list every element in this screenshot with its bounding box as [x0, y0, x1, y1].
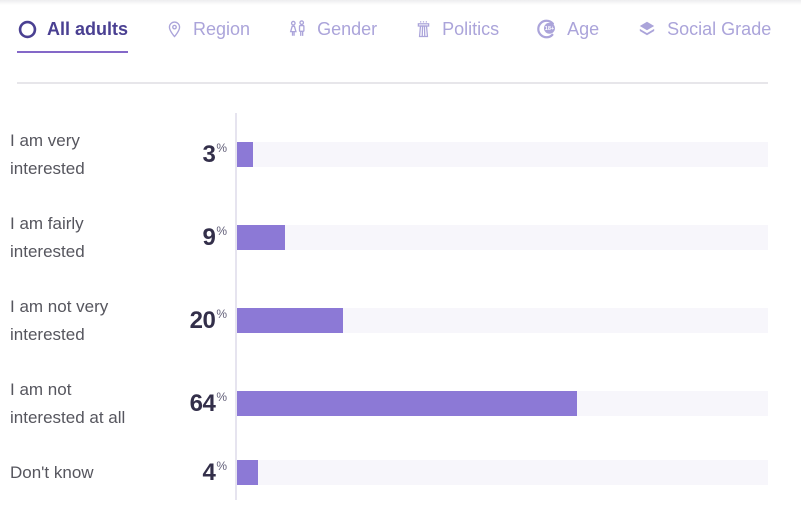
- percent-sign: %: [216, 389, 227, 404]
- chart-row-not-interested-at-all: I am not interested at all 64%: [0, 362, 801, 445]
- tab-label: All adults: [47, 18, 129, 39]
- value-number: 9: [202, 223, 216, 251]
- tab-gender[interactable]: Gender: [287, 19, 377, 40]
- category-label: I am not interested at all: [10, 379, 126, 427]
- value-label: 4%: [170, 459, 227, 487]
- category-label: I am not very interested: [10, 296, 109, 344]
- chart-row-not-very-interested: I am not very interested 20%: [0, 279, 801, 362]
- tab-social-grade[interactable]: Social Grade: [636, 19, 771, 40]
- percent-sign: %: [216, 458, 227, 473]
- tab-label: Region: [193, 18, 251, 39]
- chart-row-fairly-interested: I am fairly interested 9%: [0, 196, 801, 279]
- percent-sign: %: [216, 140, 227, 155]
- bar-track: [237, 225, 768, 250]
- tab-label: Age: [567, 18, 600, 39]
- bar: [237, 308, 344, 333]
- bar-track: [237, 308, 768, 333]
- chart-axis-line: [235, 113, 237, 500]
- map-pin-icon: [168, 20, 181, 38]
- tab-label: Gender: [317, 18, 378, 39]
- bar-track: [237, 391, 768, 416]
- category-label: I am fairly interested: [10, 213, 85, 261]
- circle-icon: [18, 20, 37, 38]
- bar: [237, 391, 577, 416]
- value-number: 64: [189, 389, 216, 417]
- tab-label: Social Grade: [667, 18, 772, 39]
- category-label: I am very interested: [10, 130, 85, 178]
- percent-sign: %: [216, 306, 227, 321]
- layers-icon: [639, 21, 655, 35]
- age-18-plus-icon: 18+: [537, 19, 557, 39]
- value-label: 3%: [170, 141, 227, 169]
- tab-all-adults[interactable]: All adults: [17, 18, 129, 53]
- value-number: 3: [202, 140, 216, 168]
- value-label: 20%: [170, 307, 227, 335]
- horizontal-bar-chart: I am very interested 3% I am fairly inte…: [0, 113, 801, 500]
- value-number: 20: [189, 306, 216, 334]
- podium-icon: [417, 20, 430, 37]
- tab-politics[interactable]: Politics: [414, 19, 499, 40]
- value-number: 4: [202, 458, 216, 486]
- percent-sign: %: [216, 223, 227, 238]
- value-label: 64%: [170, 390, 227, 418]
- value-label: 9%: [170, 224, 227, 252]
- crossbreak-tabs: All adults Region Gender: [0, 0, 801, 53]
- tab-age[interactable]: 18+ Age: [536, 18, 599, 40]
- bar-track: [237, 460, 768, 485]
- bar-track: [237, 142, 768, 167]
- svg-text:18+: 18+: [545, 26, 554, 32]
- gender-icon: [289, 19, 305, 36]
- category-label: Don't know: [10, 462, 94, 482]
- tab-region[interactable]: Region: [165, 19, 250, 40]
- chart-row-dont-know: Don't know 4%: [0, 445, 801, 500]
- bar: [237, 460, 259, 485]
- tabs-divider: [17, 82, 768, 84]
- bar: [237, 142, 253, 167]
- chart-row-very-interested: I am very interested 3%: [0, 113, 801, 196]
- tab-label: Politics: [442, 18, 500, 39]
- bar: [237, 225, 285, 250]
